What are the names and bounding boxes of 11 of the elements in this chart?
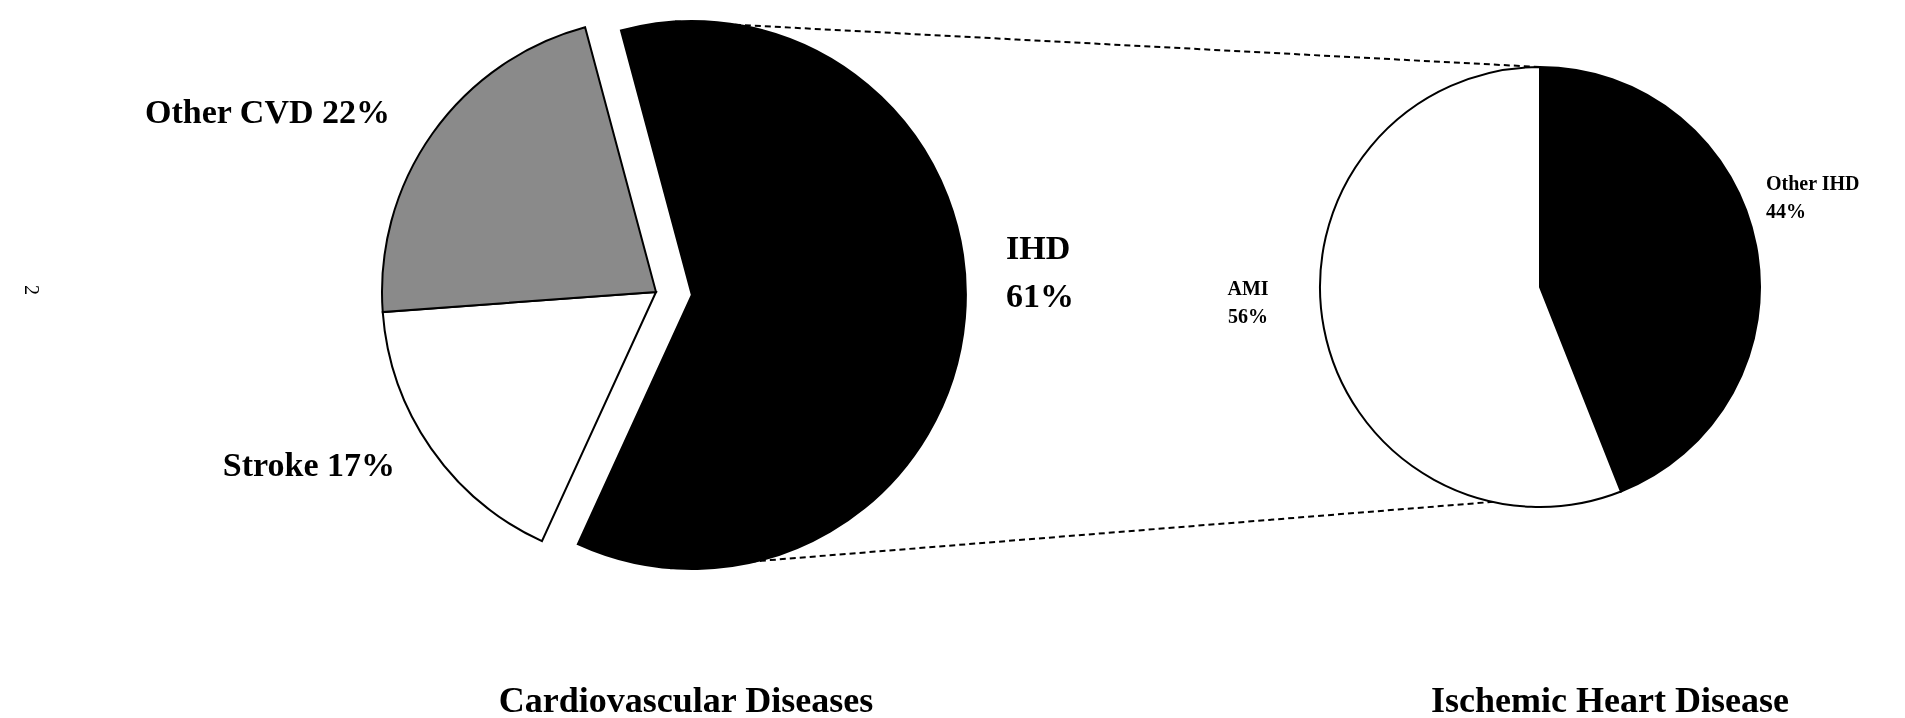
slice-label: Stroke 17% <box>222 445 395 483</box>
text: Ischemic Heart Disease <box>1431 680 1789 718</box>
slice-label: Other CVD 22% <box>145 92 390 130</box>
slice-label: AMI <box>1227 277 1269 299</box>
data-label: 44% <box>1766 200 1806 222</box>
slice-label: Other IHD <box>1766 172 1860 194</box>
text: Cardiovascular Diseases <box>498 680 874 718</box>
data-label: 61% <box>1006 276 1074 314</box>
text: 2 <box>21 285 44 295</box>
slice-label: IHD <box>1006 229 1071 266</box>
data-label: 56% <box>1228 305 1268 327</box>
